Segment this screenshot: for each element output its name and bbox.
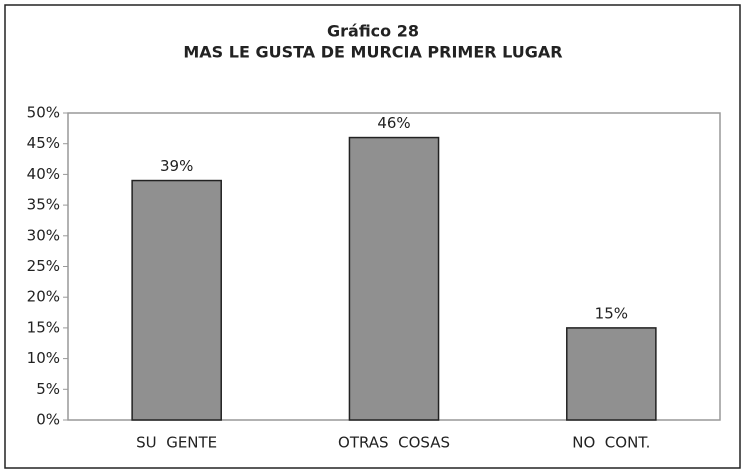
bar [348, 136, 440, 421]
bar [131, 179, 222, 421]
y-tick-label: 20% [27, 288, 60, 306]
chart-title: Gráfico 28 [327, 22, 419, 41]
x-tick-label: NO CONT. [572, 434, 650, 452]
y-tick-label: 10% [27, 349, 60, 367]
x-tick-label: OTRAS COSAS [338, 434, 450, 452]
y-tick-label: 50% [27, 104, 60, 122]
y-tick-label: 0% [36, 411, 60, 429]
y-tick-label: 15% [27, 318, 60, 336]
y-tick-label: 30% [27, 226, 60, 244]
y-tick-label: 25% [27, 257, 60, 275]
y-tick-label: 5% [36, 380, 60, 398]
data-label: 15% [595, 304, 628, 322]
data-label: 46% [377, 114, 410, 132]
chart-subtitle: MAS LE GUSTA DE MURCIA PRIMER LUGAR [183, 43, 562, 62]
data-label: 39% [160, 157, 193, 175]
y-tick-label: 45% [27, 134, 60, 152]
x-tick-label: SU GENTE [136, 434, 217, 452]
y-tick-label: 40% [27, 165, 60, 183]
y-tick-label: 35% [27, 196, 60, 214]
bar [566, 327, 657, 421]
